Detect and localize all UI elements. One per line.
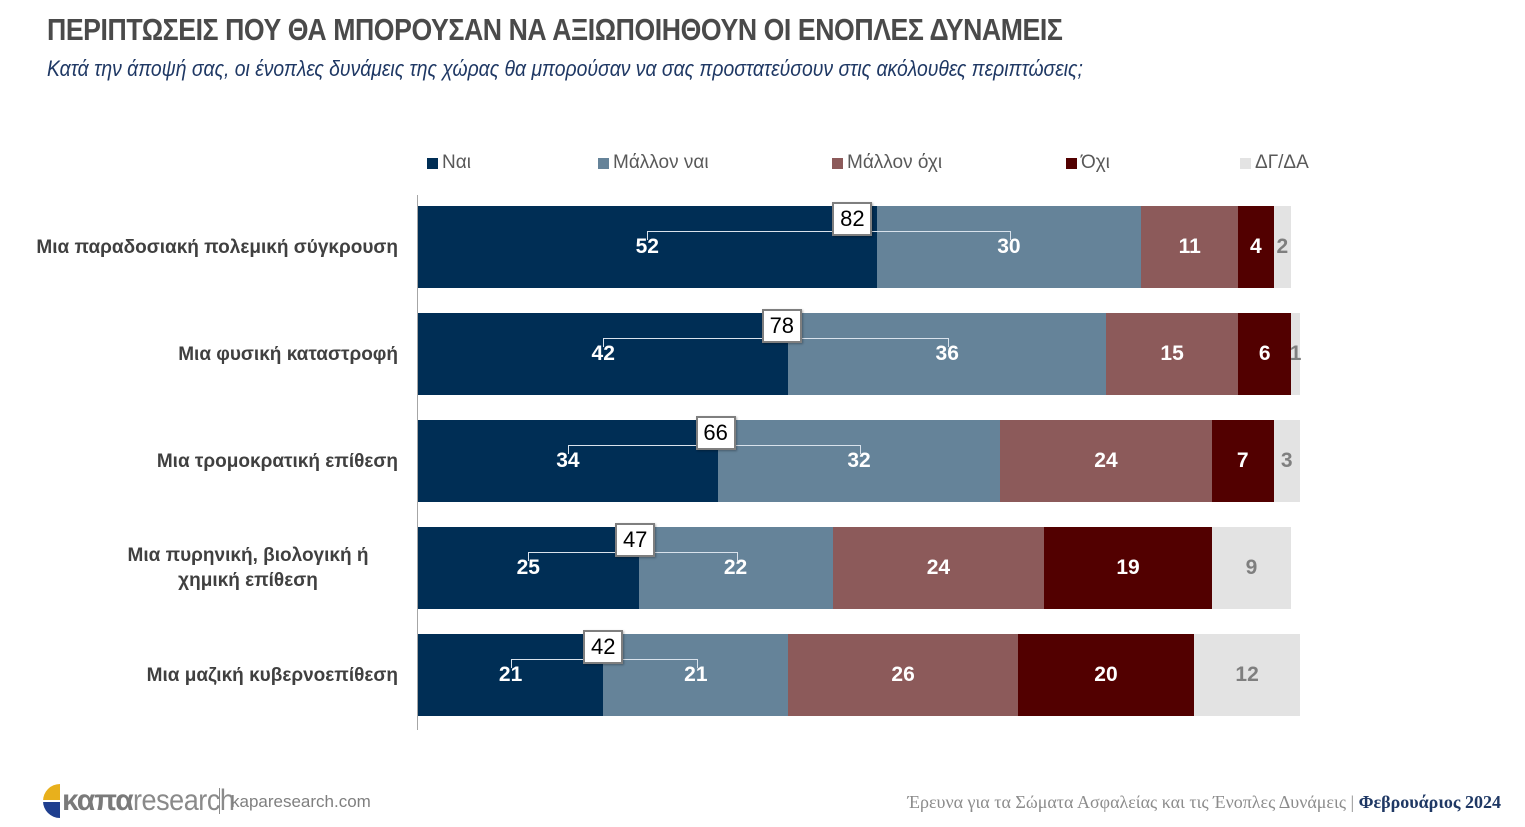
data-label: 34 [556,449,580,472]
bar-segment: 34 [418,420,718,502]
bar-segment: 7 [1211,420,1274,502]
legend-item: Ναι [427,152,471,174]
total-label: 42 [583,630,624,664]
bar-segment: 32 [717,420,1001,502]
legend-swatch [1240,157,1251,169]
data-label: 9 [1245,556,1258,579]
bar-segment: 52 [418,206,877,288]
logo-mark-icon [43,784,60,818]
footer-separator [219,788,220,814]
total-label: 47 [615,523,656,557]
legend-swatch [1066,157,1077,169]
bar-segment: 2 [1273,206,1292,288]
bar-segment: 20 [1017,634,1195,716]
legend-swatch [598,157,609,169]
legend-swatch [832,157,843,169]
data-label: 52 [635,235,659,258]
bar-segment: 1 [1289,313,1302,395]
bar-segment: 24 [1000,420,1212,502]
survey-name: Έρευνα για τα Σώματα Ασφαλείας και τις Έ… [907,792,1359,812]
bar-segment: 11 [1141,206,1239,288]
legend-item: Μάλλον ναι [598,152,709,174]
data-label: 4 [1250,235,1262,258]
data-label: 24 [1094,449,1118,472]
data-label: 15 [1160,342,1184,365]
bar-segment: 26 [788,634,1018,716]
total-bracket [647,231,1011,240]
data-label: 32 [847,449,871,472]
bar-row: 42 36 15 6 1 78 [418,309,1302,395]
legend-label: Μάλλον ναι [613,152,709,173]
legend-item: Μάλλον όχι [832,152,942,174]
legend-label: ΔΓ/ΔΑ [1255,152,1309,173]
footer-survey-info: Έρευνα για τα Σώματα Ασφαλείας και τις Έ… [908,792,1502,813]
data-label: 26 [891,663,915,686]
logo-text-kapa: καπα [62,784,134,817]
data-label: 30 [997,235,1021,258]
data-label: 6 [1258,342,1271,365]
legend-label: Μάλλον όχι [847,152,943,173]
survey-date: Φεβρουάριος 2024 [1358,792,1501,812]
legend-swatch [427,157,438,169]
legend-item: ΔΓ/ΔΑ [1240,152,1309,174]
total-label: 82 [832,202,873,236]
page-title: ΠΕΡΙΠΤΩΣΕΙΣ ΠΟΥ ΘΑ ΜΠΟΡΟΥΣΑΝ ΝΑ ΑΞΙΩΠΟΙΗ… [47,12,1063,47]
bar-row: 52 30 11 4 2 82 [418,202,1300,288]
bar-segment: 19 [1044,527,1212,609]
data-label: 24 [926,556,951,579]
bar-segment: 25 [418,527,639,609]
bar-segment: 30 [876,206,1142,288]
data-label: 21 [684,663,708,686]
bar-segment: 4 [1238,206,1274,288]
chart-legend: Ναι Μάλλον ναι Μάλλον όχι Όχι ΔΓ/ΔΑ [0,152,1525,180]
data-label: 11 [1178,235,1201,258]
total-label: 66 [695,416,736,450]
kapa-research-logo: καπα research [40,784,245,818]
legend-label: Ναι [442,152,471,173]
data-label: 36 [935,342,959,365]
footer-url: kaparesearch.com [231,792,371,811]
data-label: 12 [1235,663,1259,686]
data-label: 19 [1116,556,1140,579]
bar-segment: 3 [1273,420,1300,502]
category-axis-line [417,195,418,730]
bar-segment: 24 [832,527,1045,609]
category-label: Μια μαζική κυβερνοεπίθεση [146,664,398,686]
data-label: 20 [1094,663,1118,686]
bar-segment: 21 [418,634,604,716]
bar-segment: 12 [1194,634,1300,716]
legend-label: Όχι [1081,152,1110,173]
data-label: 21 [498,663,523,686]
bar-segment: 36 [788,313,1106,395]
bar-segment: 21 [603,634,789,716]
category-label: Μια παραδοσιακή πολεμική σύγκρουση [36,236,398,258]
bar-segment: 22 [638,527,833,609]
bar-row: 25 22 24 19 9 47 [418,523,1300,609]
data-label: 22 [723,556,748,579]
bar-segment: 6 [1238,313,1292,395]
data-label: 3 [1280,449,1293,472]
data-label: 42 [591,342,615,365]
total-label: 78 [761,309,802,343]
bar-segment: 42 [418,313,789,395]
data-label: 25 [516,556,540,579]
data-label: 2 [1276,235,1289,258]
bar-segment: 9 [1211,527,1292,609]
category-label: Μια τρομοκρατική επίθεση [156,450,398,472]
category-label: Μια φυσική καταστροφή [178,343,398,365]
bar-segment: 15 [1105,313,1239,395]
page-subtitle: Κατά την άποψή σας, οι ένοπλες δυνάμεις … [47,56,1083,81]
bar-row: 34 32 24 7 3 66 [418,416,1300,502]
category-label: Μια πυρηνική, βιολογική ή χημική επίθεση [127,545,369,591]
legend-item: Όχι [1066,152,1110,174]
data-label: 1 [1289,342,1302,365]
logo-text-research: research [132,784,235,817]
data-label: 7 [1236,449,1249,472]
bar-row: 21 21 26 20 12 42 [418,630,1300,716]
